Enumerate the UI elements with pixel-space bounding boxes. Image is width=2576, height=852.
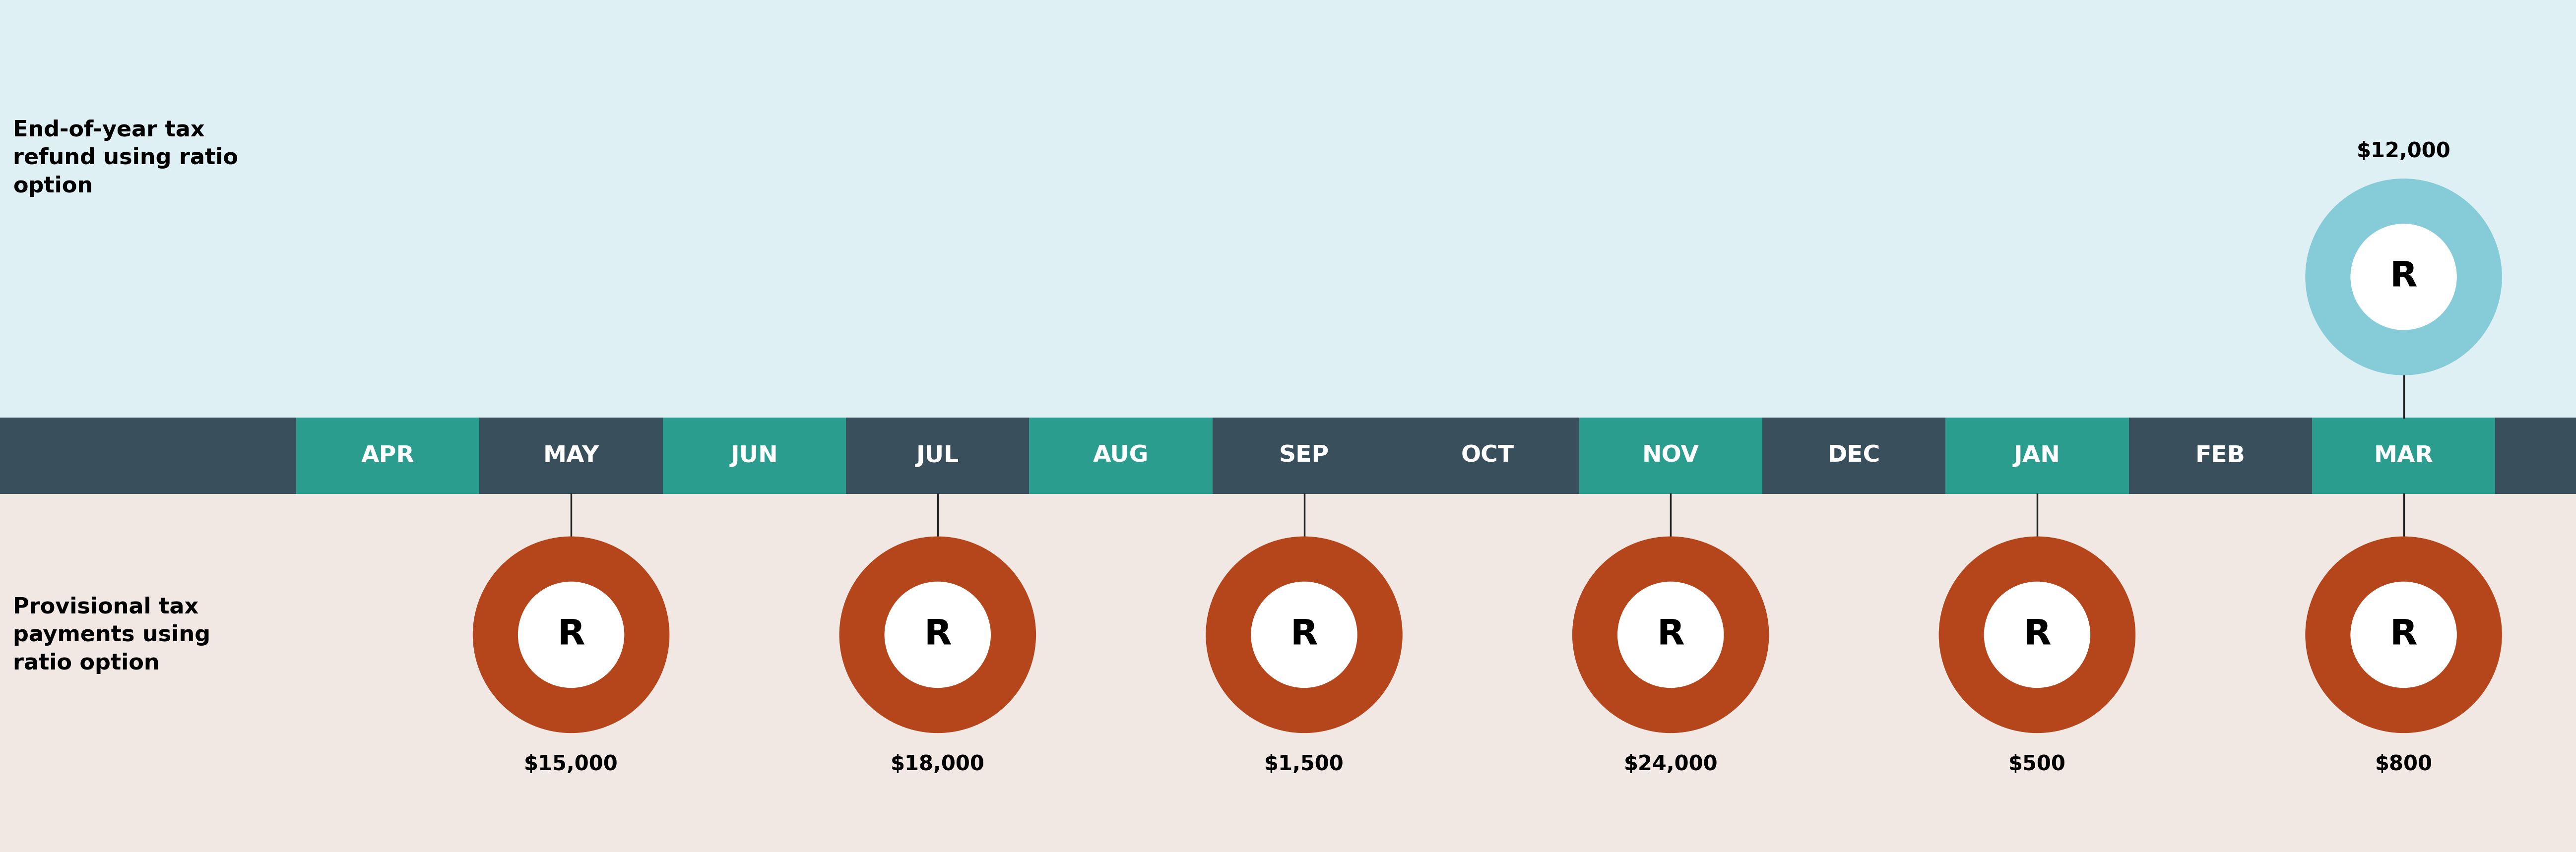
Bar bbox=[2313, 417, 2496, 494]
Text: R: R bbox=[556, 618, 585, 652]
Text: OCT: OCT bbox=[1461, 445, 1515, 467]
Bar bbox=[1945, 417, 2128, 494]
Bar bbox=[0, 417, 2576, 494]
Circle shape bbox=[840, 537, 1036, 733]
Circle shape bbox=[2352, 582, 2458, 688]
Text: FEB: FEB bbox=[2195, 445, 2246, 467]
Bar bbox=[296, 417, 479, 494]
Text: Provisional tax
payments using
ratio option: Provisional tax payments using ratio opt… bbox=[13, 596, 211, 674]
Text: $12,000: $12,000 bbox=[2357, 141, 2450, 162]
Text: $15,000: $15,000 bbox=[523, 754, 618, 774]
Text: DEC: DEC bbox=[1826, 445, 1880, 467]
Bar bbox=[1396, 417, 1579, 494]
Text: JUL: JUL bbox=[917, 445, 958, 467]
Text: R: R bbox=[2391, 618, 2416, 652]
Text: JAN: JAN bbox=[2014, 445, 2061, 467]
Circle shape bbox=[1206, 537, 1401, 733]
Bar bbox=[1030, 417, 1213, 494]
Circle shape bbox=[2306, 179, 2501, 375]
Text: MAY: MAY bbox=[544, 445, 600, 467]
Text: End-of-year tax
refund using ratio
option: End-of-year tax refund using ratio optio… bbox=[13, 119, 237, 197]
Circle shape bbox=[474, 537, 670, 733]
Text: $18,000: $18,000 bbox=[891, 754, 984, 774]
Circle shape bbox=[2306, 537, 2501, 733]
Bar bbox=[1762, 417, 1945, 494]
Bar bbox=[479, 417, 662, 494]
Text: JUN: JUN bbox=[732, 445, 778, 467]
Text: R: R bbox=[1291, 618, 1319, 652]
Text: MAR: MAR bbox=[2375, 445, 2434, 467]
Bar bbox=[1579, 417, 1762, 494]
Text: R: R bbox=[1656, 618, 1685, 652]
Bar bbox=[0, 0, 2576, 417]
Circle shape bbox=[1252, 582, 1358, 688]
Text: $500: $500 bbox=[2009, 754, 2066, 774]
Text: SEP: SEP bbox=[1280, 445, 1329, 467]
Bar bbox=[1213, 417, 1396, 494]
Bar bbox=[662, 417, 845, 494]
Circle shape bbox=[1618, 582, 1723, 688]
Text: $800: $800 bbox=[2375, 754, 2432, 774]
Text: APR: APR bbox=[361, 445, 415, 467]
Text: R: R bbox=[2391, 260, 2416, 294]
Text: R: R bbox=[2022, 618, 2050, 652]
Bar bbox=[2128, 417, 2313, 494]
Text: R: R bbox=[925, 618, 951, 652]
Text: $1,500: $1,500 bbox=[1265, 754, 1345, 774]
Circle shape bbox=[1571, 537, 1770, 733]
Circle shape bbox=[2352, 224, 2458, 330]
Text: AUG: AUG bbox=[1092, 445, 1149, 467]
Circle shape bbox=[884, 582, 989, 688]
Text: $24,000: $24,000 bbox=[1623, 754, 1718, 774]
Bar bbox=[0, 417, 2576, 852]
Text: NOV: NOV bbox=[1641, 445, 1700, 467]
Circle shape bbox=[518, 582, 623, 688]
Bar bbox=[845, 417, 1030, 494]
Circle shape bbox=[1984, 582, 2089, 688]
Circle shape bbox=[1940, 537, 2136, 733]
